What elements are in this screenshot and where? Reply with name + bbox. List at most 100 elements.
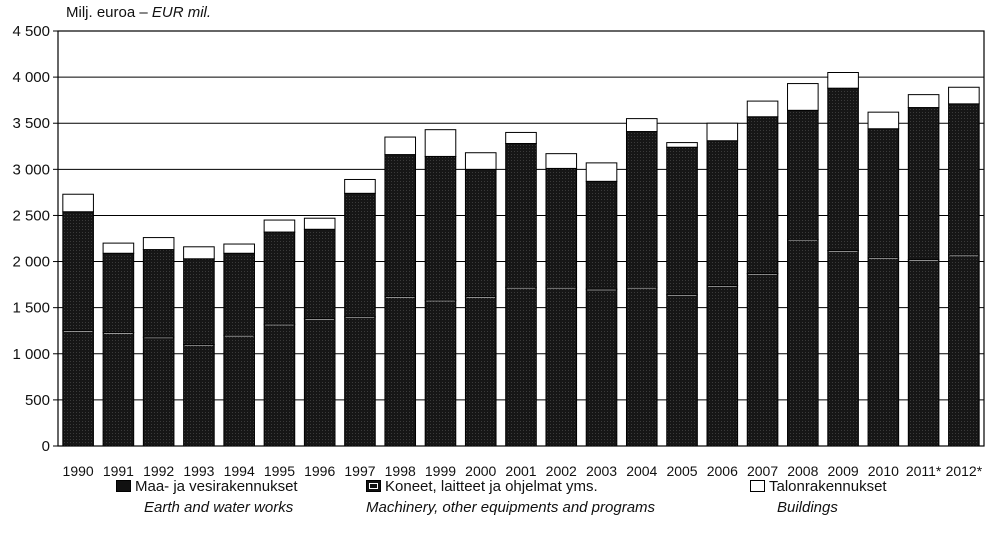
bar-segment-buildings bbox=[666, 142, 698, 148]
bar-segment-machinery bbox=[948, 103, 980, 256]
bar-segment-buildings bbox=[545, 153, 578, 169]
legend-label-machinery: Koneet, laitteet ja ohjelmat yms. bbox=[385, 478, 598, 495]
x-tick-label: 2008 bbox=[787, 463, 818, 479]
x-tick-label: 2001 bbox=[505, 463, 536, 479]
bar-segment-machinery bbox=[344, 192, 376, 318]
bar-segment-buildings bbox=[142, 237, 175, 251]
bar-segment-earth-water bbox=[464, 296, 497, 447]
legend-label-earth-water-en: Earth and water works bbox=[144, 499, 294, 516]
bar-segment-buildings bbox=[625, 118, 658, 133]
legend-label-earth-water: Maa- ja vesirakennukset bbox=[135, 478, 298, 495]
x-tick-label: 2012* bbox=[946, 463, 983, 479]
bar-segment-buildings bbox=[62, 193, 94, 213]
legend-item-buildings: Talonrakennukset Buildings bbox=[750, 476, 887, 518]
y-tick-label: 4 000 bbox=[12, 69, 50, 86]
x-tick-label: 1999 bbox=[425, 463, 456, 479]
x-tick-label: 1995 bbox=[264, 463, 295, 479]
x-tick-label: 2006 bbox=[707, 463, 738, 479]
x-tick-label: 1997 bbox=[344, 463, 375, 479]
bar-segment-earth-water bbox=[223, 334, 255, 447]
x-tick-label: 2009 bbox=[828, 463, 859, 479]
bar-segment-earth-water bbox=[666, 294, 698, 447]
x-tick-label: 2010 bbox=[868, 463, 899, 479]
y-tick-label: 2 500 bbox=[12, 207, 50, 224]
bar-segment-earth-water bbox=[585, 288, 618, 447]
bar-segment-machinery bbox=[867, 128, 900, 259]
y-unit-label: Milj. euroa – EUR mil. bbox=[66, 4, 211, 21]
bar-segment-earth-water bbox=[907, 259, 940, 447]
bar-segment-machinery bbox=[827, 87, 859, 251]
bar-segment-buildings bbox=[907, 94, 940, 109]
legend-label-buildings: Talonrakennukset bbox=[769, 478, 887, 495]
y-tick-label: 1 000 bbox=[12, 346, 50, 363]
bar-segment-earth-water bbox=[102, 332, 135, 447]
bar-segment-buildings bbox=[344, 178, 376, 194]
y-unit-label-fi: Milj. euroa – bbox=[66, 4, 148, 21]
bar-segment-machinery bbox=[424, 155, 457, 301]
bar-segment-machinery bbox=[787, 109, 819, 240]
legend-label-buildings-en: Buildings bbox=[777, 499, 838, 516]
bar-segment-earth-water bbox=[62, 330, 94, 447]
bar-segment-buildings bbox=[223, 243, 255, 254]
bar-segment-earth-water bbox=[424, 299, 457, 447]
bar-segment-earth-water bbox=[303, 318, 336, 447]
bar-segment-machinery bbox=[303, 228, 336, 320]
y-tick-label: 0 bbox=[42, 438, 50, 455]
legend-swatch-earth-water bbox=[116, 480, 131, 492]
y-tick-label: 3 000 bbox=[12, 161, 50, 178]
bar-segment-buildings bbox=[585, 162, 618, 182]
x-tick-label: 2011* bbox=[906, 463, 942, 479]
bar-segment-earth-water bbox=[263, 323, 296, 447]
bar-segment-earth-water bbox=[867, 257, 900, 447]
bar-segment-buildings bbox=[787, 83, 819, 111]
bar-segment-earth-water bbox=[505, 286, 537, 447]
y-tick-label: 1 500 bbox=[12, 300, 50, 317]
y-tick-label: 500 bbox=[25, 392, 50, 409]
bar-segment-buildings bbox=[263, 219, 296, 233]
bar-segment-earth-water bbox=[545, 286, 578, 447]
bar-segment-machinery bbox=[464, 168, 497, 298]
y-unit-label-en: EUR mil. bbox=[151, 4, 212, 21]
x-tick-label: 2007 bbox=[747, 463, 778, 479]
x-tick-label: 2000 bbox=[465, 463, 496, 479]
bar-segment-buildings bbox=[384, 136, 417, 156]
y-tick-label: 2 000 bbox=[12, 254, 50, 271]
x-tick-label: 2002 bbox=[546, 463, 577, 479]
y-tick-label: 3 500 bbox=[12, 115, 50, 132]
x-tick-label: 1998 bbox=[385, 463, 416, 479]
bar-segment-earth-water bbox=[746, 273, 779, 447]
bar-segment-machinery bbox=[746, 116, 779, 275]
bar-segment-machinery bbox=[142, 249, 175, 338]
bar-segment-machinery bbox=[625, 131, 658, 288]
x-tick-label: 1994 bbox=[224, 463, 255, 479]
bars bbox=[62, 72, 980, 447]
legend-item-earth-water: Maa- ja vesirakennukset Earth and water … bbox=[116, 476, 298, 518]
bar-segment-buildings bbox=[505, 131, 537, 145]
bar-segment-buildings bbox=[746, 100, 779, 118]
bar-segment-buildings bbox=[102, 242, 135, 254]
legend-swatch-buildings bbox=[750, 480, 765, 492]
x-tick-label: 2004 bbox=[626, 463, 657, 479]
x-tick-label: 2005 bbox=[666, 463, 697, 479]
bar-segment-buildings bbox=[424, 129, 457, 157]
x-axis: 1990 1991 1992 1993 1994 1995 1996 1997 1998 1999… bbox=[63, 463, 983, 479]
bar-segment-machinery bbox=[102, 252, 135, 334]
bar-segment-earth-water bbox=[183, 344, 215, 447]
x-tick-label: 1993 bbox=[183, 463, 214, 479]
bar-segment-machinery bbox=[706, 140, 739, 287]
bar-segment-buildings bbox=[706, 122, 739, 142]
bar-segment-machinery bbox=[223, 252, 255, 336]
x-tick-label: 2003 bbox=[586, 463, 617, 479]
bar-segment-earth-water bbox=[787, 238, 819, 447]
bar-segment-earth-water bbox=[827, 249, 859, 447]
bar-segment-buildings bbox=[183, 246, 215, 260]
bar-segment-machinery bbox=[263, 231, 296, 325]
x-tick-label: 1992 bbox=[143, 463, 174, 479]
legend-item-machinery: Koneet, laitteet ja ohjelmat yms. Machin… bbox=[366, 476, 655, 518]
y-axis: 0 500 1 000 1 500 2 000 2 500 3 000 3 500 4 000 4… bbox=[12, 23, 58, 455]
bar-segment-machinery bbox=[907, 107, 940, 261]
x-tick-label: 1990 bbox=[63, 463, 94, 479]
bar-segment-earth-water bbox=[384, 296, 417, 447]
bar-segment-buildings bbox=[464, 152, 497, 170]
